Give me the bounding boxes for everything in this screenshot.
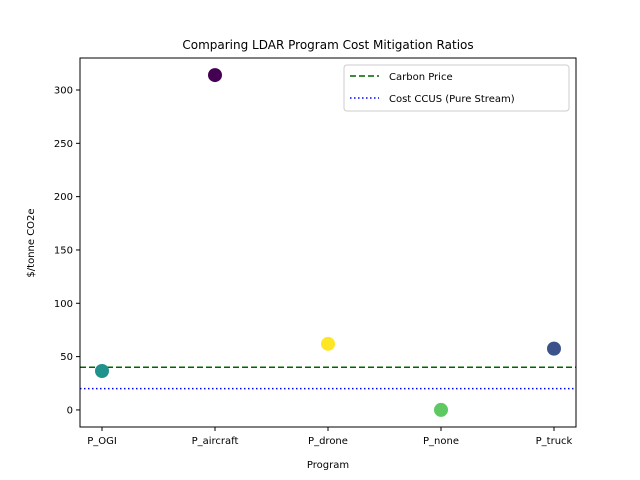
data-point-p_ogi (95, 364, 109, 379)
legend: Carbon Price Cost CCUS (Pure Stream) (343, 64, 570, 112)
y-tick-label: 100 (54, 299, 73, 310)
y-tick-label: 50 (60, 352, 73, 363)
data-point-p_drone (321, 336, 335, 351)
data-point-p_none (434, 402, 448, 417)
x-axis-label: Program (307, 460, 349, 471)
x-tick-label: P_truck (536, 436, 573, 447)
legend-label: Cost CCUS (Pure Stream) (389, 94, 515, 105)
y-tick-label: 0 (67, 405, 73, 416)
y-tick-label: 150 (54, 245, 73, 256)
legend-label: Carbon Price (389, 72, 453, 83)
plot-area: P_OGI P_aircraft P_drone P_none P_truck 0 50 10… (54, 57, 577, 447)
data-point-p_aircraft (208, 68, 222, 83)
x-tick-label: P_none (423, 436, 459, 447)
y-tick-label: 250 (54, 139, 73, 150)
x-tick-label: P_drone (308, 436, 348, 447)
x-tick-label: P_aircraft (192, 436, 239, 447)
data-point-p_truck (547, 341, 561, 356)
legend-box (343, 64, 570, 112)
y-axis-label: $/tonne CO2e (26, 208, 37, 277)
chart-title: Comparing LDAR Program Cost Mitigation R… (182, 38, 473, 52)
x-tick-label: P_OGI (87, 436, 117, 447)
y-tick-label: 200 (54, 192, 73, 203)
y-tick-label: 300 (54, 85, 73, 96)
